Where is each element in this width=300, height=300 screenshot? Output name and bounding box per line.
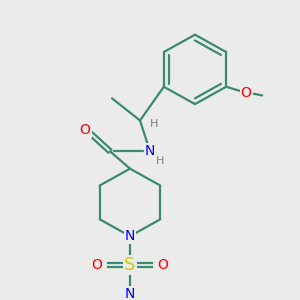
Text: N: N bbox=[125, 229, 135, 243]
Text: H: H bbox=[156, 156, 164, 166]
Text: S: S bbox=[124, 256, 136, 274]
Text: O: O bbox=[158, 258, 168, 272]
Text: N: N bbox=[125, 287, 135, 300]
Text: O: O bbox=[92, 258, 102, 272]
Text: H: H bbox=[150, 119, 158, 129]
Text: O: O bbox=[80, 123, 90, 137]
Text: N: N bbox=[145, 144, 155, 158]
Text: O: O bbox=[241, 85, 252, 100]
